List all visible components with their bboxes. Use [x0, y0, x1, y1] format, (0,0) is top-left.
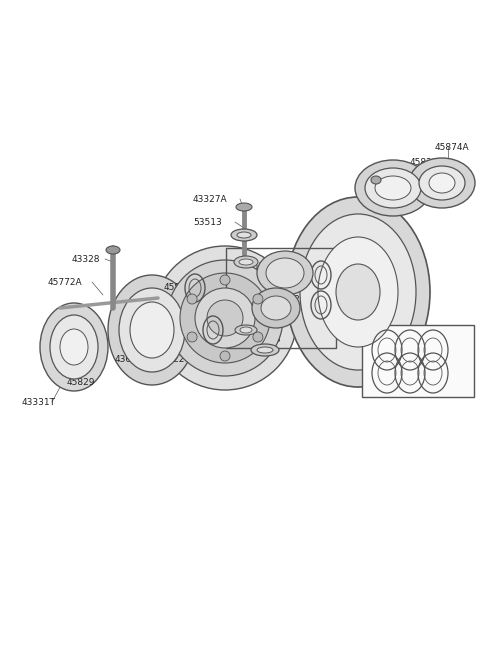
- Text: 43328: 43328: [72, 255, 100, 264]
- Ellipse shape: [236, 203, 252, 211]
- Text: 53513: 53513: [252, 335, 281, 344]
- Ellipse shape: [207, 300, 243, 336]
- Text: 45772A: 45772A: [48, 278, 83, 287]
- Ellipse shape: [240, 327, 252, 333]
- Text: 45822: 45822: [157, 355, 185, 364]
- Ellipse shape: [252, 288, 300, 328]
- Text: 45835: 45835: [418, 340, 446, 349]
- Ellipse shape: [231, 229, 257, 241]
- Ellipse shape: [235, 325, 257, 335]
- Ellipse shape: [239, 259, 253, 265]
- Bar: [362, 325, 474, 397]
- Text: 43213: 43213: [360, 173, 388, 182]
- Text: 45829: 45829: [410, 158, 439, 167]
- Ellipse shape: [336, 264, 380, 320]
- Ellipse shape: [153, 246, 297, 390]
- Text: 45835: 45835: [185, 322, 214, 331]
- Text: 45823A: 45823A: [278, 295, 312, 304]
- Ellipse shape: [234, 256, 258, 268]
- Ellipse shape: [119, 288, 185, 372]
- Text: 45835: 45835: [405, 358, 433, 367]
- Ellipse shape: [251, 344, 279, 356]
- Text: 43625B: 43625B: [115, 355, 150, 364]
- Text: 45823A: 45823A: [248, 262, 283, 271]
- Ellipse shape: [300, 214, 416, 370]
- Ellipse shape: [318, 237, 398, 347]
- Ellipse shape: [266, 258, 304, 288]
- Ellipse shape: [50, 315, 98, 379]
- Ellipse shape: [375, 176, 411, 200]
- Ellipse shape: [108, 275, 196, 385]
- Text: 45842A: 45842A: [368, 315, 403, 324]
- Ellipse shape: [286, 197, 430, 387]
- Text: 43327A: 43327A: [193, 195, 228, 204]
- Ellipse shape: [253, 294, 263, 304]
- Ellipse shape: [167, 260, 283, 376]
- Ellipse shape: [60, 329, 88, 365]
- Ellipse shape: [187, 294, 197, 304]
- Text: 45835: 45835: [315, 263, 344, 272]
- Ellipse shape: [409, 158, 475, 208]
- Text: 45835: 45835: [315, 293, 344, 302]
- Text: 45835: 45835: [380, 358, 408, 367]
- Ellipse shape: [40, 303, 108, 391]
- Text: 45837: 45837: [164, 283, 192, 292]
- Text: 45835: 45835: [405, 377, 433, 386]
- Text: 45829: 45829: [67, 378, 96, 387]
- Ellipse shape: [253, 332, 263, 342]
- Ellipse shape: [237, 232, 251, 238]
- Ellipse shape: [429, 173, 455, 193]
- Text: 45874A: 45874A: [435, 143, 469, 152]
- Ellipse shape: [180, 273, 270, 363]
- Text: 43332: 43332: [370, 248, 398, 257]
- Text: 45835: 45835: [380, 377, 408, 386]
- Ellipse shape: [220, 275, 230, 285]
- Ellipse shape: [371, 176, 381, 184]
- Ellipse shape: [257, 347, 273, 353]
- Ellipse shape: [220, 351, 230, 361]
- Ellipse shape: [355, 160, 431, 216]
- Text: 53513: 53513: [193, 218, 222, 227]
- Ellipse shape: [261, 296, 291, 320]
- Ellipse shape: [187, 332, 197, 342]
- Bar: [226, 248, 336, 348]
- Text: 43331T: 43331T: [22, 398, 56, 407]
- Ellipse shape: [106, 246, 120, 254]
- Ellipse shape: [130, 302, 174, 358]
- Ellipse shape: [419, 166, 465, 200]
- Ellipse shape: [257, 251, 313, 295]
- Ellipse shape: [195, 288, 255, 348]
- Ellipse shape: [365, 168, 421, 208]
